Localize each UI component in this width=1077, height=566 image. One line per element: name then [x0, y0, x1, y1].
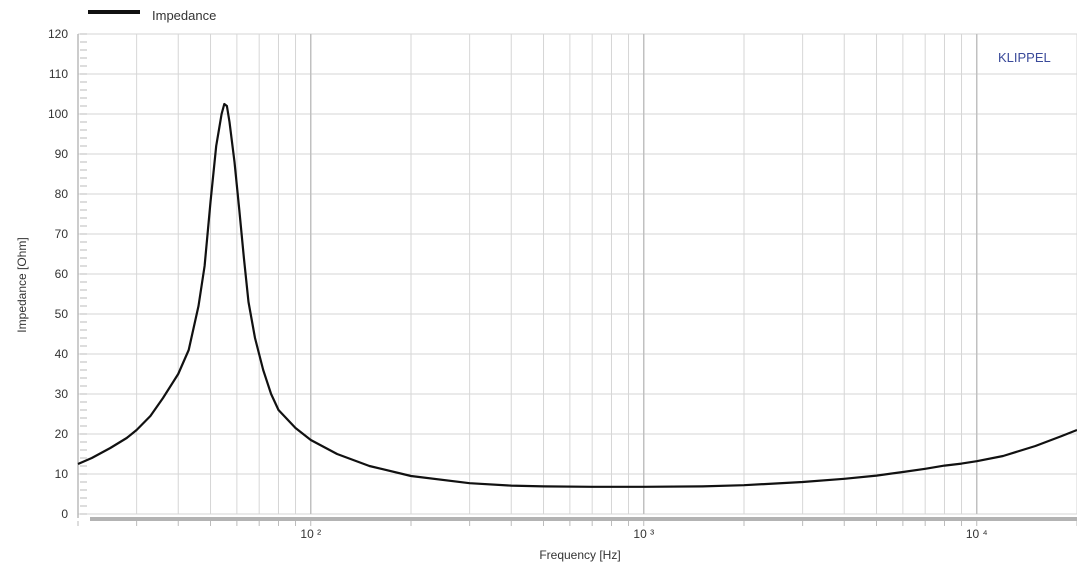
y-tick-label: 70 — [55, 227, 69, 241]
series — [77, 102, 1077, 488]
x-axis-bar — [90, 517, 1077, 521]
x-tick-label: 10 ⁴ — [966, 527, 988, 541]
y-tick-label: 80 — [55, 187, 69, 201]
y-tick-label: 50 — [55, 307, 69, 321]
x-tick-label: 10 ² — [300, 527, 321, 541]
legend: Impedance — [88, 8, 216, 23]
axes — [77, 33, 1077, 526]
y-tick-label: 0 — [61, 507, 68, 521]
y-tick-label: 100 — [48, 107, 68, 121]
y-tick-label: 90 — [55, 147, 69, 161]
y-tick-label: 10 — [55, 467, 69, 481]
y-tick-label: 20 — [55, 427, 69, 441]
x-tick-label: 10 ³ — [633, 527, 654, 541]
klippel-watermark: KLIPPEL — [998, 50, 1051, 65]
tick-labels: 0 10 20 30 40 50 60 70 80 90 100 110 120 10 ² 10 ³ 10 ⁴ — [48, 27, 988, 541]
y-tick-label: 40 — [55, 347, 69, 361]
x-axis-title: Frequency [Hz] — [539, 548, 620, 562]
y-tick-label: 110 — [49, 67, 68, 81]
y-axis-title: Impedance [Ohm] — [15, 237, 29, 332]
legend-label-impedance: Impedance — [152, 8, 216, 23]
y-tick-label: 60 — [55, 267, 69, 281]
series-line-impedance — [77, 102, 1077, 488]
y-tick-label: 30 — [55, 387, 69, 401]
y-tick-label: 120 — [48, 27, 68, 41]
